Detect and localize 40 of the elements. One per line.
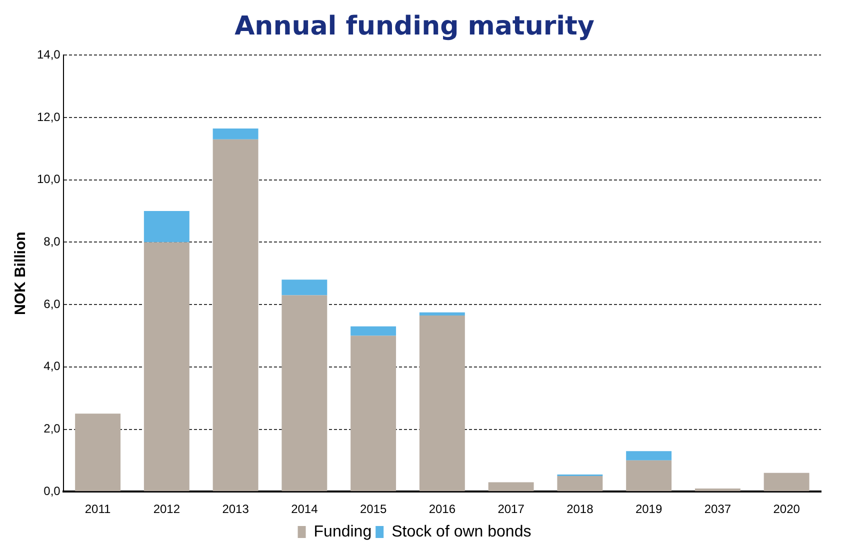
x-tick-label: 2014 xyxy=(291,502,318,516)
y-tick-label: 8,0 xyxy=(44,234,61,249)
bar xyxy=(282,295,328,492)
x-tick-label: 2013 xyxy=(222,502,250,516)
x-tick-label: 2012 xyxy=(153,502,180,516)
bar xyxy=(212,128,258,140)
y-axis-title: NOK Billion xyxy=(12,232,30,316)
bar xyxy=(282,280,328,296)
x-tick-label: 2018 xyxy=(566,502,594,516)
y-tick-label: 14,0 xyxy=(36,48,61,62)
chart-title: Annual funding maturity xyxy=(234,11,594,42)
legend-label: Stock of own bonds xyxy=(392,523,532,540)
bar xyxy=(488,482,534,492)
bar xyxy=(419,315,465,492)
y-tick-label: 2,0 xyxy=(44,422,61,436)
bar xyxy=(144,211,190,242)
x-tick-label: 2016 xyxy=(428,502,456,516)
y-tick-label: 12,0 xyxy=(36,110,61,124)
y-tick-label: 4,0 xyxy=(44,359,61,374)
bar xyxy=(350,336,396,492)
y-tick-label: 0,0 xyxy=(44,484,61,498)
bar xyxy=(419,312,465,316)
bar xyxy=(764,472,810,492)
bar xyxy=(144,242,190,492)
bar xyxy=(75,414,121,492)
x-tick-label: 2015 xyxy=(360,502,387,516)
bar xyxy=(626,451,672,460)
x-tick-label: 2011 xyxy=(84,502,112,516)
bar xyxy=(626,460,672,492)
x-tick-label: 2037 xyxy=(704,502,732,516)
bar xyxy=(557,476,603,492)
x-tick-label: 2017 xyxy=(498,502,525,516)
y-tick-label: 6,0 xyxy=(44,296,61,311)
bar xyxy=(212,139,258,492)
y-tick-label: 10,0 xyxy=(36,172,61,186)
bar xyxy=(350,326,396,336)
legend-label: Funding xyxy=(314,523,372,540)
bar xyxy=(694,488,740,492)
x-tick-label: 2020 xyxy=(773,502,800,516)
x-tick-label: 2019 xyxy=(635,502,662,516)
